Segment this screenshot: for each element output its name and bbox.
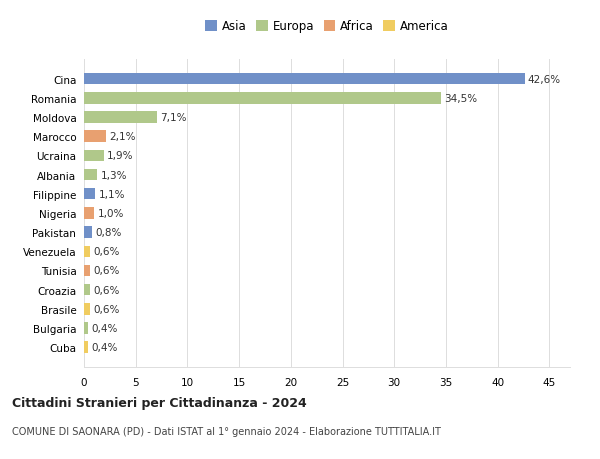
Legend: Asia, Europa, Africa, America: Asia, Europa, Africa, America [203, 18, 451, 36]
Bar [84, 150, 104, 162]
Bar [84, 323, 88, 334]
Bar [84, 131, 106, 143]
Text: 1,1%: 1,1% [98, 189, 125, 199]
Bar [84, 207, 94, 219]
Bar [84, 342, 88, 353]
Text: 34,5%: 34,5% [444, 94, 477, 104]
Bar [84, 73, 524, 85]
Text: 0,6%: 0,6% [94, 266, 119, 276]
Text: 0,6%: 0,6% [94, 285, 119, 295]
Text: COMUNE DI SAONARA (PD) - Dati ISTAT al 1° gennaio 2024 - Elaborazione TUTTITALIA: COMUNE DI SAONARA (PD) - Dati ISTAT al 1… [12, 426, 441, 436]
Bar [84, 303, 90, 315]
Bar [84, 246, 90, 257]
Text: 1,0%: 1,0% [97, 208, 124, 218]
Text: 1,3%: 1,3% [101, 170, 127, 180]
Bar [84, 227, 92, 238]
Text: 0,6%: 0,6% [94, 304, 119, 314]
Bar [84, 189, 95, 200]
Bar [84, 265, 90, 277]
Bar [84, 93, 441, 104]
Text: 1,9%: 1,9% [107, 151, 133, 161]
Text: 7,1%: 7,1% [161, 113, 187, 123]
Text: Cittadini Stranieri per Cittadinanza - 2024: Cittadini Stranieri per Cittadinanza - 2… [12, 396, 307, 409]
Bar [84, 169, 97, 181]
Text: 2,1%: 2,1% [109, 132, 136, 142]
Bar [84, 112, 157, 123]
Text: 0,4%: 0,4% [91, 323, 118, 333]
Text: 0,6%: 0,6% [94, 247, 119, 257]
Text: 0,8%: 0,8% [95, 228, 122, 238]
Bar [84, 284, 90, 296]
Text: 0,4%: 0,4% [91, 342, 118, 353]
Text: 42,6%: 42,6% [527, 74, 561, 84]
